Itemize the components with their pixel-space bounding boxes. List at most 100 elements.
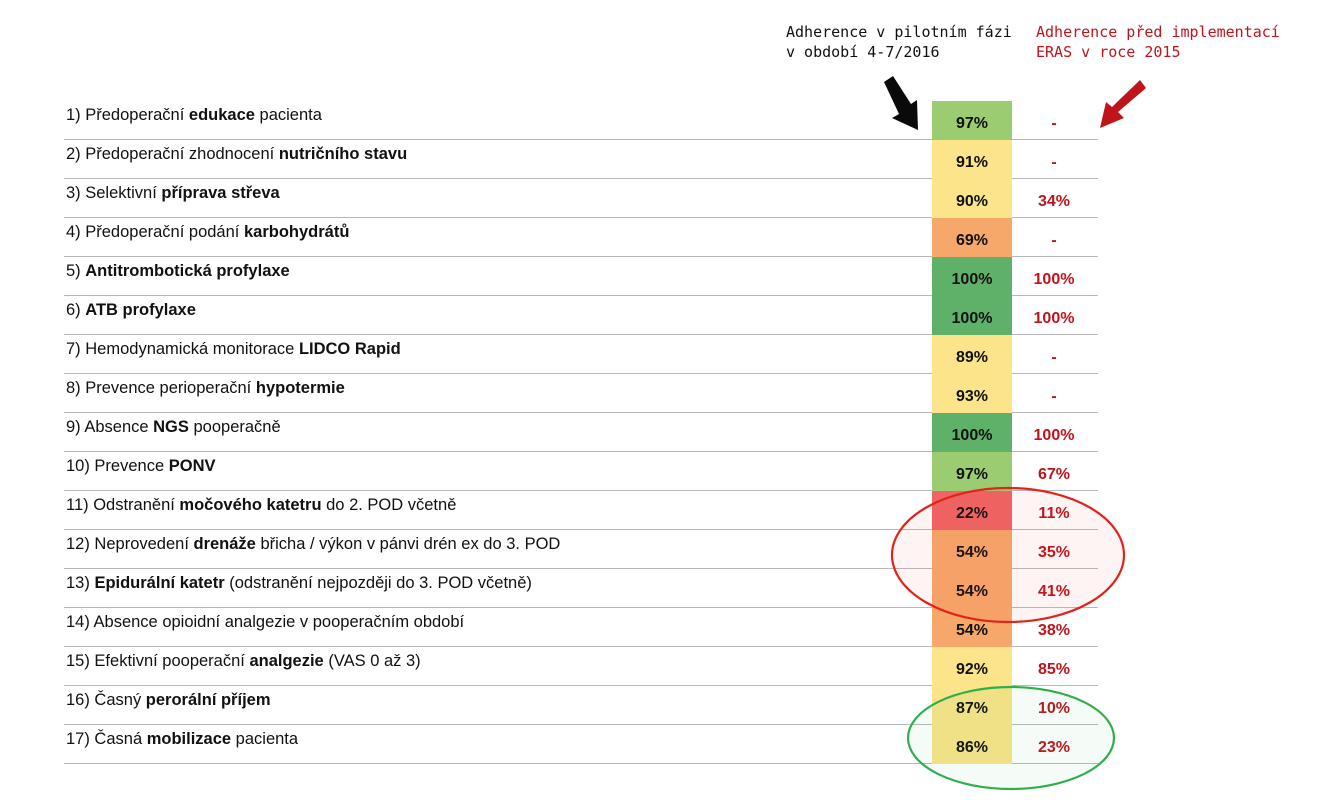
row-label: 17) Časná mobilizace pacienta <box>66 730 298 749</box>
row-label-suffix: pacienta <box>254 106 322 124</box>
row-label-bold: drenáže <box>193 535 256 553</box>
header-before-line1: Adherence před implementací <box>1036 23 1280 41</box>
table-row: 11) Odstranění močového katetru do 2. PO… <box>64 491 1098 530</box>
adherence-table: 1) Předoperační edukace pacienta 97% - 2) P… <box>64 101 1098 764</box>
row-label-prefix: 4) Předoperační podání <box>66 223 244 241</box>
table-row: 4) Předoperační podání karbohydrátů 69% - <box>64 218 1098 257</box>
black-arrow-icon <box>884 76 918 130</box>
row-label: 6) ATB profylaxe <box>66 301 196 320</box>
table-row: 12) Neprovedení drenáže břicha / výkon v… <box>64 530 1098 569</box>
table-row: 16) Časný perorální příjem 87% 10% <box>64 686 1098 725</box>
table-row: 17) Časná mobilizace pacienta 86% 23% <box>64 725 1098 764</box>
row-label: 2) Předoperační zhodnocení nutričního st… <box>66 145 407 164</box>
row-label-bold: perorální příjem <box>145 691 271 709</box>
before-value: 100% <box>1033 271 1075 288</box>
row-label-bold: nutričního stavu <box>278 145 408 163</box>
header-before: Adherence před implementací ERAS v roce … <box>1036 22 1280 62</box>
row-label-prefix: 6) <box>66 301 86 319</box>
row-label-bold: močového katetru <box>179 496 322 514</box>
table-row: 3) Selektivní příprava střeva 90% 34% <box>64 179 1098 218</box>
pilot-value: 22% <box>932 491 1012 530</box>
row-label-suffix: (VAS 0 až 3) <box>323 652 421 670</box>
table-row: 7) Hemodynamická monitorace LIDCO Rapid 8… <box>64 335 1098 374</box>
row-label: 12) Neprovedení drenáže břicha / výkon v… <box>66 535 560 554</box>
before-value: 34% <box>1037 193 1071 210</box>
row-label-prefix: 3) Selektivní <box>66 184 162 202</box>
before-value: 100% <box>1033 427 1075 444</box>
row-label-prefix: 15) Efektivní pooperační <box>66 652 250 670</box>
table-row: 1) Předoperační edukace pacienta 97% - <box>64 101 1098 140</box>
pilot-value: 54% <box>932 530 1012 569</box>
before-value: - <box>1051 115 1057 132</box>
row-label: 11) Odstranění močového katetru do 2. PO… <box>66 496 456 515</box>
table-row: 2) Předoperační zhodnocení nutričního st… <box>64 140 1098 179</box>
before-value: - <box>1051 154 1057 171</box>
header-pilot: Adherence v pilotním fázi v období 4-7/2… <box>786 22 1012 62</box>
pilot-value: 100% <box>932 296 1012 335</box>
before-value: - <box>1051 232 1057 249</box>
row-label-prefix: 11) Odstranění <box>66 496 180 514</box>
pilot-value: 86% <box>932 725 1012 764</box>
before-value: 35% <box>1037 544 1071 561</box>
pilot-value: 100% <box>932 257 1012 296</box>
row-label: 1) Předoperační edukace pacienta <box>66 106 322 125</box>
pilot-value: 91% <box>932 140 1012 179</box>
row-label-bold: Epidurální katetr <box>94 574 225 592</box>
pilot-value: 100% <box>932 413 1012 452</box>
before-value: 85% <box>1037 661 1071 678</box>
row-label: 3) Selektivní příprava střeva <box>66 184 280 203</box>
row-label-suffix: do 2. POD včetně <box>321 496 457 514</box>
row-label: 13) Epidurální katetr (odstranění nejpoz… <box>66 574 532 593</box>
pilot-value: 90% <box>932 179 1012 218</box>
before-value: 38% <box>1037 622 1071 639</box>
row-label: 9) Absence NGS pooperačně <box>66 418 281 437</box>
before-value: 11% <box>1038 505 1070 522</box>
pilot-value: 87% <box>932 686 1012 725</box>
table-row: 10) Prevence PONV 97% 67% <box>64 452 1098 491</box>
header-before-line2: ERAS v roce 2015 <box>1036 43 1181 61</box>
row-label-suffix: (odstranění nejpozději do 3. POD včetně) <box>224 574 532 592</box>
row-label-prefix: 2) Předoperační zhodnocení <box>66 145 279 163</box>
row-label-prefix: 10) Prevence <box>66 457 169 475</box>
row-label-suffix: břicha / výkon v pánvi drén ex do 3. POD <box>255 535 561 553</box>
row-label-suffix: pacienta <box>231 730 299 748</box>
row-label-bold: edukace <box>188 106 255 124</box>
pilot-value: 89% <box>932 335 1012 374</box>
row-label-bold: PONV <box>168 457 216 475</box>
row-label-bold: karbohydrátů <box>243 223 350 241</box>
row-label-prefix: 8) Prevence perioperační <box>66 379 256 397</box>
before-value: 41% <box>1037 583 1071 600</box>
header-pilot-line2: v období 4-7/2016 <box>786 43 940 61</box>
table-row: 15) Efektivní pooperační analgezie (VAS … <box>64 647 1098 686</box>
row-label-prefix: 17) Časná <box>66 730 147 748</box>
row-label-prefix: 9) Absence <box>66 418 154 436</box>
row-label-bold: LIDCO Rapid <box>298 340 401 358</box>
before-value: 100% <box>1033 310 1075 327</box>
row-label: 16) Časný perorální příjem <box>66 691 271 710</box>
row-label-prefix: 1) Předoperační <box>66 106 189 124</box>
table-row: 14) Absence opioidní analgezie v poopera… <box>64 608 1098 647</box>
header-pilot-line1: Adherence v pilotním fázi <box>786 23 1012 41</box>
row-label: 8) Prevence perioperační hypotermie <box>66 379 345 398</box>
pilot-value: 54% <box>932 608 1012 647</box>
row-label-bold: analgezie <box>249 652 324 670</box>
before-value: 67% <box>1037 466 1071 483</box>
row-label-prefix: 12) Neprovedení <box>66 535 194 553</box>
table-row: 8) Prevence perioperační hypotermie 93% - <box>64 374 1098 413</box>
row-label: 7) Hemodynamická monitorace LIDCO Rapid <box>66 340 401 359</box>
table-row: 6) ATB profylaxe 100% 100% <box>64 296 1098 335</box>
pilot-value: 92% <box>932 647 1012 686</box>
row-label: 10) Prevence PONV <box>66 457 216 476</box>
row-label-prefix: 5) <box>66 262 86 280</box>
before-value: 10% <box>1037 700 1071 717</box>
row-label-bold: NGS <box>153 418 189 436</box>
pilot-value: 54% <box>932 569 1012 608</box>
row-label: 4) Předoperační podání karbohydrátů <box>66 223 349 242</box>
row-label-bold: Antitrombotická profylaxe <box>85 262 290 280</box>
before-value: 23% <box>1037 739 1071 756</box>
red-arrow-icon <box>1100 80 1146 128</box>
before-value: - <box>1051 388 1057 405</box>
table-row: 5) Antitrombotická profylaxe 100% 100% <box>64 257 1098 296</box>
row-label: 5) Antitrombotická profylaxe <box>66 262 290 281</box>
row-label-prefix: 16) Časný <box>66 691 146 709</box>
